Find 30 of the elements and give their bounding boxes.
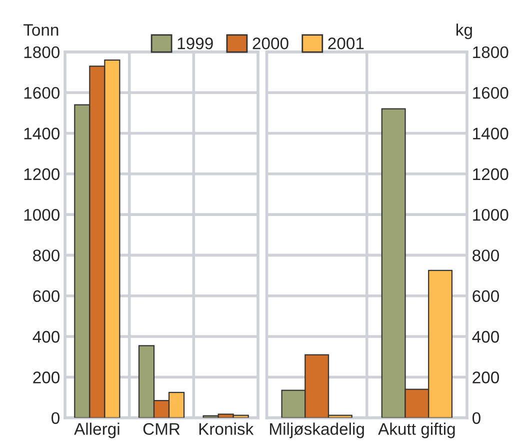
y2-tick-label: 800 (472, 250, 499, 262)
legend-label: 2001 (328, 38, 364, 50)
x-tick-label: Kronisk (199, 422, 254, 435)
y-tick-label: 800 (33, 250, 60, 262)
y-tick-label: 1000 (24, 208, 60, 221)
x-tick-label: Akutt giftig (378, 422, 455, 438)
y-tick-label: 1800 (24, 46, 60, 58)
x-tick-label: CMR (143, 423, 180, 435)
y2-tick-label: 0 (472, 412, 480, 424)
legend-label: 2000 (252, 38, 288, 50)
y-tick-label: 200 (33, 372, 60, 384)
y2-tick-label: 1000 (473, 208, 508, 221)
y2-tick-label: 200 (472, 372, 499, 384)
x-tick-label: Allergi (74, 422, 120, 438)
y-tick-label: 1400 (24, 128, 60, 140)
y2-tick-label: 1200 (473, 168, 508, 180)
x-tick-label: Miljøskadelig (270, 422, 364, 438)
y-tick-label: 1200 (24, 168, 60, 180)
y-tick-label: 0 (52, 412, 60, 424)
y-tick-label: 600 (33, 290, 60, 302)
y-tick-label: 400 (32, 330, 60, 343)
y2-axis-title: kg (456, 24, 472, 40)
y2-tick-label: 1600 (473, 87, 508, 99)
y-tick-label: 1600 (24, 87, 60, 99)
y2-tick-label: 1400 (473, 128, 508, 140)
y2-tick-label: 400 (472, 330, 499, 343)
y-axis-title: Tonn (23, 24, 58, 36)
y2-tick-label: 600 (472, 290, 499, 302)
y2-tick-label: 1800 (473, 46, 508, 58)
legend-label: 1999 (178, 38, 213, 50)
